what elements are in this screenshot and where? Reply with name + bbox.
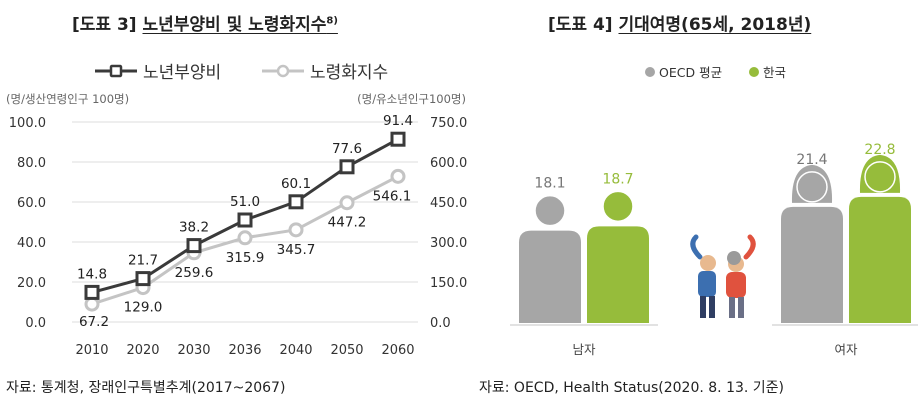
left-chart-title: [도표 3] 노년부양비 및 노령화지수8) [72, 10, 338, 35]
data-label: 67.2 [79, 314, 109, 330]
legend-dot-0 [645, 67, 655, 77]
data-label: 18.1 [534, 176, 565, 192]
data-point [237, 212, 253, 228]
data-label: 21.7 [128, 253, 158, 269]
left-tick-label: 40.0 [17, 236, 46, 251]
figure-head [796, 171, 828, 203]
right-tick-label: 150.0 [430, 276, 467, 291]
data-point [288, 222, 304, 238]
leg [738, 297, 744, 318]
figure-body [519, 230, 581, 323]
data-label: 38.2 [179, 220, 209, 236]
left-title-footnote: 8) [326, 15, 338, 27]
right-chart-title: [도표 4] 기대여명(65세, 2018년) [548, 10, 811, 35]
data-label: 546.1 [373, 188, 412, 204]
exercising-seniors-illustration [690, 234, 756, 318]
leg [700, 296, 706, 318]
data-point [288, 194, 304, 210]
data-label: 345.7 [277, 242, 316, 258]
data-label: 51.0 [230, 194, 260, 210]
right-axis-label: (명/유소년인구100명) [357, 92, 466, 106]
figure-body [849, 196, 911, 323]
data-label: 91.4 [383, 113, 413, 129]
right-tick-label: 450.0 [430, 196, 467, 211]
data-label: 21.4 [796, 152, 827, 168]
data-label: 77.6 [332, 141, 362, 157]
data-point [237, 230, 253, 246]
data-point [390, 131, 406, 147]
data-label: 447.2 [328, 215, 367, 231]
legend-label-0: 노년부양비 [143, 63, 221, 83]
left-source: 자료: 통계청, 장래인구특별추계(2017~2067) [6, 380, 286, 396]
bar-figure [849, 154, 911, 323]
data-point [135, 271, 151, 287]
hair [727, 251, 741, 265]
left-title-text: 노년부양비 및 노령화지수8) [142, 15, 338, 35]
life-expectancy-chart: OECD 평균 한국 18.1 18.7 남자 21.4 22.8 여자 [510, 65, 918, 357]
bar-figure [781, 164, 843, 323]
left-tick-label: 60.0 [17, 196, 46, 211]
data-point [339, 195, 355, 211]
x-tick-label: 2040 [279, 343, 312, 358]
right-title-prefix: [도표 4] [548, 15, 613, 35]
x-tick-label: 2036 [228, 343, 261, 358]
legend-label-0: OECD 평균 [659, 65, 722, 80]
left-tick-label: 80.0 [17, 156, 46, 171]
left-tick-label: 0.0 [25, 316, 46, 331]
head [700, 255, 716, 271]
legend-dot-1 [749, 67, 759, 77]
figure-body [587, 226, 649, 323]
right-tick-label: 600.0 [430, 156, 467, 171]
x-tick-label: 2020 [126, 343, 159, 358]
data-label: 22.8 [864, 142, 895, 158]
torso [698, 271, 716, 297]
left-tick-label: 20.0 [17, 276, 46, 291]
figure-head [864, 161, 896, 193]
data-label: 18.7 [602, 171, 633, 187]
left-tick-label: 100.0 [9, 116, 46, 131]
x-tick-label: 2010 [75, 343, 108, 358]
x-category-label: 남자 [572, 342, 596, 357]
figure-body [781, 206, 843, 323]
data-label: 60.1 [281, 176, 311, 192]
leg [709, 296, 715, 318]
right-source: 자료: OECD, Health Status(2020. 8. 13. 기준) [479, 380, 785, 396]
right-tick-label: 750.0 [430, 116, 467, 131]
data-label: 315.9 [226, 250, 265, 266]
leg [729, 297, 735, 318]
legend-label-1: 노령화지수 [310, 63, 388, 83]
data-point [84, 284, 100, 300]
legend-marker-1 [276, 64, 290, 78]
arm [743, 234, 756, 260]
figure-head [534, 194, 566, 227]
x-tick-label: 2030 [177, 343, 210, 358]
right-title-text: 기대여명(65세, 2018년) [618, 15, 812, 35]
x-tick-label: 2060 [381, 343, 414, 358]
data-point [186, 238, 202, 254]
right-tick-label: 0.0 [430, 316, 451, 331]
left-axis-label: (명/생산연령인구 100명) [6, 92, 129, 106]
left-title-prefix: [도표 3] [72, 15, 137, 35]
figure-head [602, 190, 634, 223]
data-point [390, 168, 406, 184]
bar-figure [587, 190, 649, 323]
legend-marker-0 [109, 64, 123, 78]
x-category-label: 여자 [834, 342, 858, 357]
data-point [339, 159, 355, 175]
x-tick-label: 2050 [330, 343, 363, 358]
bar-figure [519, 194, 581, 323]
right-tick-label: 300.0 [430, 236, 467, 251]
arm [690, 234, 703, 260]
torso [726, 272, 746, 298]
data-label: 259.6 [175, 265, 214, 281]
line-chart: 노년부양비 노령화지수 (명/생산연령인구 100명) (명/유소년인구100명) 10… [6, 63, 467, 358]
legend-label-1: 한국 [763, 65, 786, 80]
data-label: 14.8 [77, 266, 107, 282]
data-label: 129.0 [124, 300, 163, 316]
